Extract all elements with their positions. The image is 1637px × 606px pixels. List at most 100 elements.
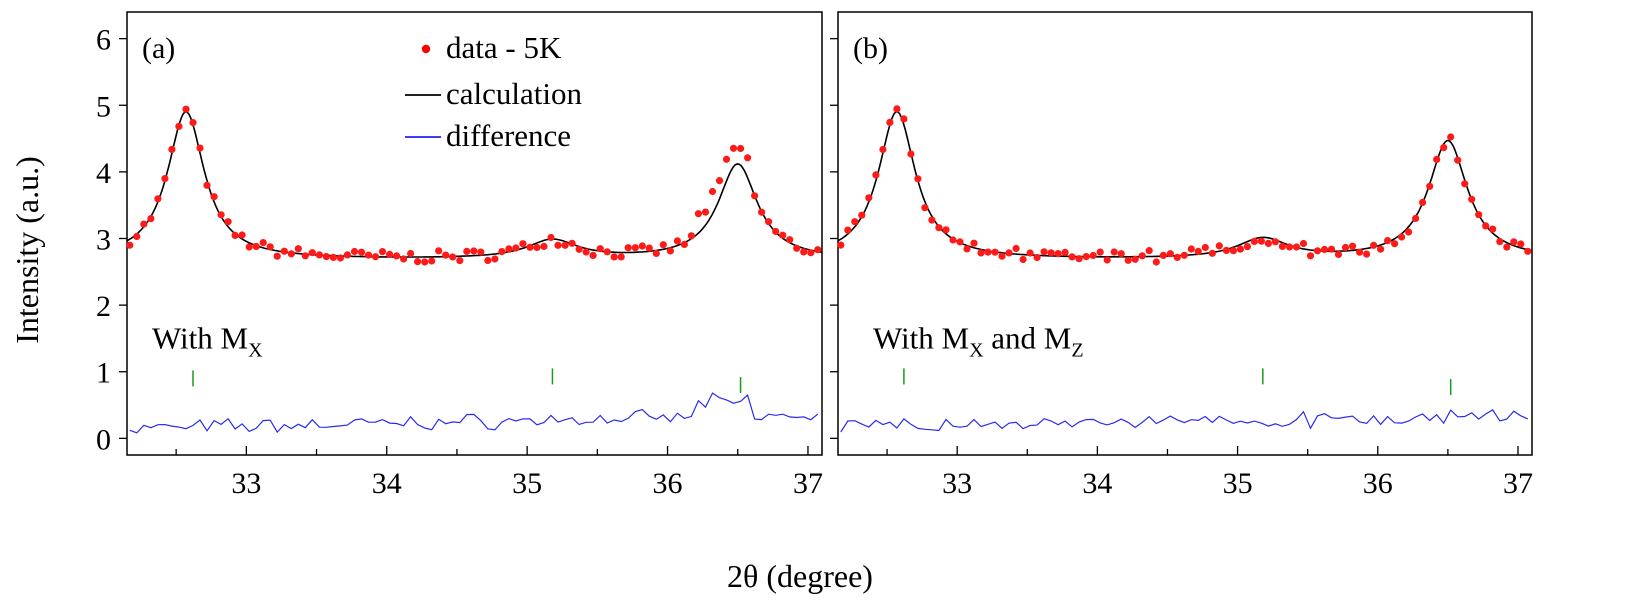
data-point bbox=[844, 226, 852, 234]
data-point bbox=[386, 250, 394, 258]
data-point bbox=[407, 249, 415, 258]
data-point bbox=[956, 238, 964, 246]
data-point bbox=[505, 245, 513, 253]
calculation-line bbox=[126, 110, 823, 258]
data-point bbox=[744, 154, 752, 162]
data-point bbox=[1482, 222, 1490, 230]
x-tick-label: 37 bbox=[793, 467, 823, 500]
data-point bbox=[984, 248, 992, 256]
data-point bbox=[378, 248, 387, 256]
data-point bbox=[442, 251, 450, 259]
y-tick-label: 2 bbox=[96, 290, 111, 323]
data-point bbox=[1356, 248, 1364, 256]
data-point bbox=[273, 252, 281, 260]
data-point bbox=[1412, 214, 1420, 222]
data-point bbox=[793, 244, 801, 252]
data-point bbox=[1131, 255, 1139, 263]
data-point bbox=[914, 175, 922, 183]
data-point bbox=[893, 105, 901, 113]
data-point bbox=[1040, 248, 1048, 256]
x-tick-label: 33 bbox=[942, 467, 972, 500]
y-tick-label: 0 bbox=[96, 423, 111, 456]
data-point bbox=[147, 215, 155, 223]
data-point bbox=[533, 243, 541, 252]
data-point bbox=[1320, 245, 1329, 254]
data-point bbox=[737, 144, 745, 153]
data-point bbox=[1026, 249, 1034, 257]
data-point bbox=[652, 249, 660, 257]
data-point bbox=[393, 252, 401, 260]
data-point bbox=[708, 187, 717, 196]
data-point bbox=[196, 144, 204, 152]
data-point bbox=[1096, 248, 1104, 256]
data-point bbox=[1166, 250, 1174, 258]
data-point bbox=[1433, 155, 1441, 163]
data-point bbox=[301, 252, 309, 260]
data-point bbox=[977, 249, 985, 257]
data-point bbox=[280, 247, 288, 255]
data-point bbox=[942, 226, 950, 234]
data-point bbox=[1370, 241, 1378, 249]
data-point bbox=[729, 144, 738, 152]
data-point bbox=[582, 248, 590, 256]
data-point bbox=[949, 236, 957, 244]
data-point bbox=[526, 243, 534, 251]
data-point bbox=[970, 239, 978, 247]
data-point bbox=[1363, 250, 1371, 258]
data-point bbox=[800, 248, 808, 256]
data-point bbox=[1243, 243, 1251, 251]
data-point bbox=[751, 192, 759, 200]
panel-b: 33 34 35 36 37 (b) With MX and MZ bbox=[830, 11, 1533, 500]
data-point bbox=[1517, 240, 1525, 248]
x-tick-label: 37 bbox=[1503, 467, 1533, 500]
data-point bbox=[568, 239, 576, 247]
data-point bbox=[210, 193, 218, 201]
data-point bbox=[807, 249, 815, 257]
data-point bbox=[998, 252, 1006, 260]
data-point bbox=[1033, 253, 1041, 262]
x-tick-label: 34 bbox=[372, 467, 402, 500]
data-point bbox=[547, 233, 555, 242]
data-point bbox=[687, 232, 696, 240]
data-point bbox=[1475, 211, 1483, 219]
data-point bbox=[1299, 239, 1308, 248]
data-point bbox=[1194, 247, 1202, 255]
data-point bbox=[1405, 228, 1413, 236]
data-point bbox=[1054, 250, 1062, 258]
x-tick-label: 35 bbox=[1223, 467, 1253, 500]
data-point bbox=[1047, 249, 1055, 257]
data-point bbox=[935, 224, 943, 232]
data-point bbox=[659, 241, 667, 249]
data-point bbox=[596, 245, 604, 253]
data-point bbox=[907, 150, 915, 158]
x-tick-label: 36 bbox=[1363, 467, 1393, 500]
data-point bbox=[217, 211, 225, 219]
data-point bbox=[1348, 242, 1357, 250]
data-point bbox=[182, 105, 190, 113]
data-point bbox=[477, 248, 485, 256]
data-point bbox=[1419, 198, 1427, 206]
data-point bbox=[1377, 245, 1385, 253]
data-point bbox=[364, 251, 373, 259]
legend-label: calculation bbox=[446, 76, 582, 111]
data-point bbox=[814, 246, 822, 254]
y-tick-label: 5 bbox=[96, 90, 111, 123]
data-point bbox=[238, 231, 246, 239]
data-point bbox=[1313, 247, 1322, 255]
data-point bbox=[837, 241, 845, 249]
data-point bbox=[928, 216, 936, 224]
panel-annotation: With MX and MZ bbox=[873, 320, 1084, 361]
data-point bbox=[1341, 243, 1350, 252]
panel-label: (b) bbox=[853, 32, 888, 65]
data-point bbox=[421, 258, 429, 266]
data-point bbox=[1384, 237, 1392, 245]
data-point bbox=[694, 210, 703, 218]
data-point bbox=[1503, 243, 1511, 251]
data-point bbox=[343, 251, 351, 259]
data-point bbox=[645, 244, 653, 252]
data-point bbox=[1264, 239, 1272, 247]
data-point bbox=[1454, 156, 1462, 164]
data-point bbox=[491, 255, 499, 263]
data-point bbox=[259, 239, 267, 247]
data-point bbox=[575, 245, 583, 253]
